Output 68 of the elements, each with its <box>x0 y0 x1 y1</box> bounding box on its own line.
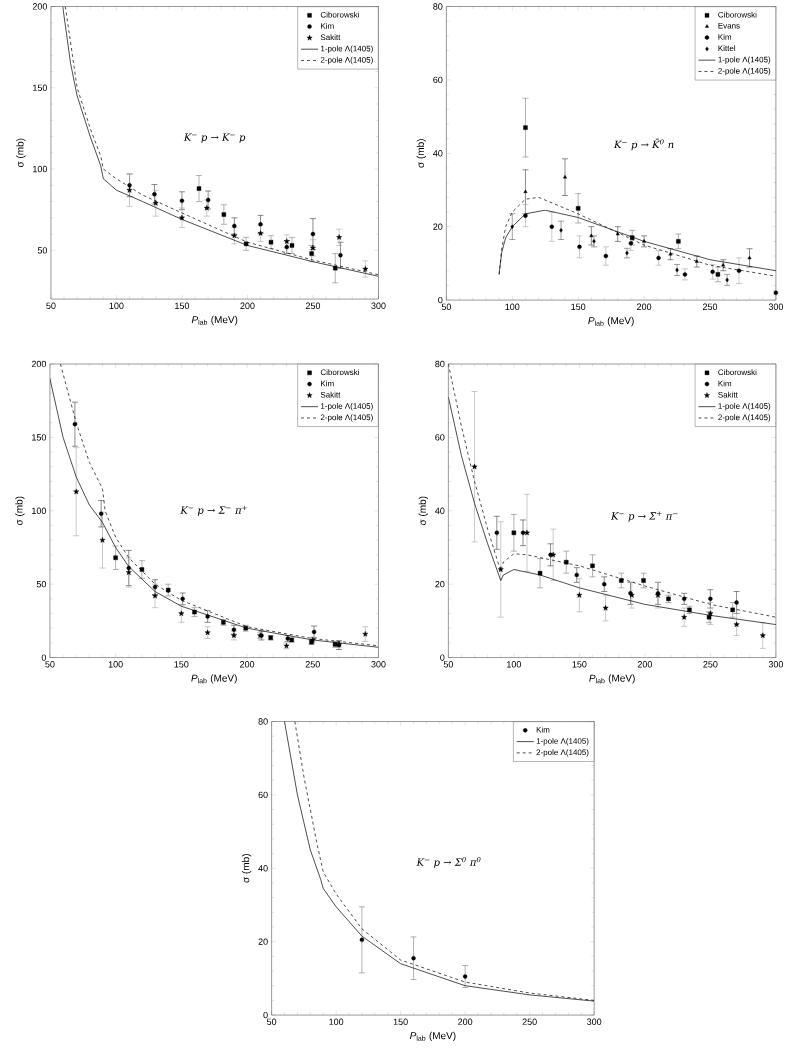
x-tick-label: 50 <box>443 661 454 668</box>
y-tick-label: 0 <box>41 654 47 661</box>
x-tick-label: 300 <box>587 1018 602 1025</box>
y-tick-label: 20 <box>433 223 443 230</box>
y-tick-label: 50 <box>37 247 48 254</box>
y-tick-label: 20 <box>258 938 268 945</box>
y-tick-label: 80 <box>258 718 268 725</box>
annotation: K$^{−}$ p → Σ$^{0}$ π$^{0}$ <box>416 856 481 868</box>
x-tick-label: 100 <box>109 302 124 309</box>
y-axis-title: σ (mb) <box>16 138 26 168</box>
x-tick-label: 100 <box>329 1018 344 1025</box>
x-axis-title: P$_{lab}$ (MeV) <box>410 1031 456 1042</box>
y-tick-label: 40 <box>433 150 443 157</box>
x-tick-label: 150 <box>175 302 190 309</box>
x-tick-label: 300 <box>768 661 784 668</box>
y-tick-label: 150 <box>33 84 48 91</box>
y-tick-label: 40 <box>435 507 445 514</box>
x-tick-label: 250 <box>522 1018 537 1025</box>
x-tick-label: 50 <box>46 302 56 309</box>
y-tick-label: 50 <box>36 580 47 588</box>
y-tick-label: 0 <box>438 296 443 304</box>
x-tick-label: 50 <box>45 661 55 668</box>
y-tick-label: 60 <box>258 791 268 799</box>
y-tick-label: 20 <box>435 580 445 588</box>
x-tick-label: 200 <box>637 303 652 310</box>
annotation: K$^{−}$ p → Σ$^{−}$ π$^{+}$ <box>180 505 247 516</box>
y-tick-label: 200 <box>32 3 48 10</box>
x-tick-label: 300 <box>768 303 784 310</box>
y-tick-label: 60 <box>435 434 445 441</box>
x-tick-label: 200 <box>240 302 255 309</box>
x-tick-label: 200 <box>637 661 653 668</box>
y-tick-label: 40 <box>258 865 268 872</box>
annotation: K$^{−}$ p → Σ$^{+}$ π$^{−}$ <box>610 511 678 522</box>
y-axis-title: σ (mb) <box>418 496 429 526</box>
y-tick-label: 200 <box>31 360 47 368</box>
x-tick-label: 300 <box>371 302 386 309</box>
x-tick-label: 50 <box>267 1018 277 1025</box>
x-tick-label: 150 <box>572 661 587 668</box>
y-tick-label: 0 <box>440 654 445 661</box>
x-tick-label: 200 <box>458 1018 473 1025</box>
x-tick-label: 150 <box>393 1018 408 1025</box>
y-tick-label: 60 <box>433 76 443 84</box>
x-tick-label: 250 <box>703 303 718 310</box>
x-tick-label: 150 <box>571 303 586 310</box>
y-axis-title: σ (mb) <box>241 854 252 883</box>
y-tick-label: 80 <box>435 360 445 368</box>
x-tick-label: 100 <box>108 661 123 668</box>
y-tick-label: 150 <box>32 434 47 441</box>
x-axis-title: P$_{lab}$ (MeV) <box>588 316 634 327</box>
x-axis-title: P$_{lab}$ (MeV) <box>191 315 238 326</box>
x-tick-label: 100 <box>507 661 522 668</box>
x-tick-label: 150 <box>174 661 189 668</box>
annotation: K$^{−}$ p → K̄$^{0}$ n <box>613 138 674 151</box>
x-axis-title: P$_{lab}$ (MeV) <box>191 674 237 684</box>
y-tick-label: 100 <box>32 507 47 514</box>
x-tick-label: 250 <box>703 661 718 668</box>
annotation: K$^{−}$ p → K$^{−}$ p <box>183 133 246 143</box>
y-tick-label: 100 <box>33 165 48 173</box>
y-axis-title: σ (mb) <box>15 496 25 526</box>
y-tick-label: 0 <box>263 1011 268 1019</box>
x-axis-title: P$_{lab}$ (MeV) <box>589 674 635 684</box>
y-axis-title: σ (mb) <box>416 139 427 168</box>
y-tick-label: 80 <box>433 3 443 10</box>
x-tick-label: 100 <box>505 303 520 310</box>
x-tick-label: 250 <box>305 661 320 668</box>
x-tick-label: 200 <box>240 661 255 668</box>
x-tick-label: 300 <box>371 661 386 668</box>
x-tick-label: 250 <box>305 302 321 309</box>
